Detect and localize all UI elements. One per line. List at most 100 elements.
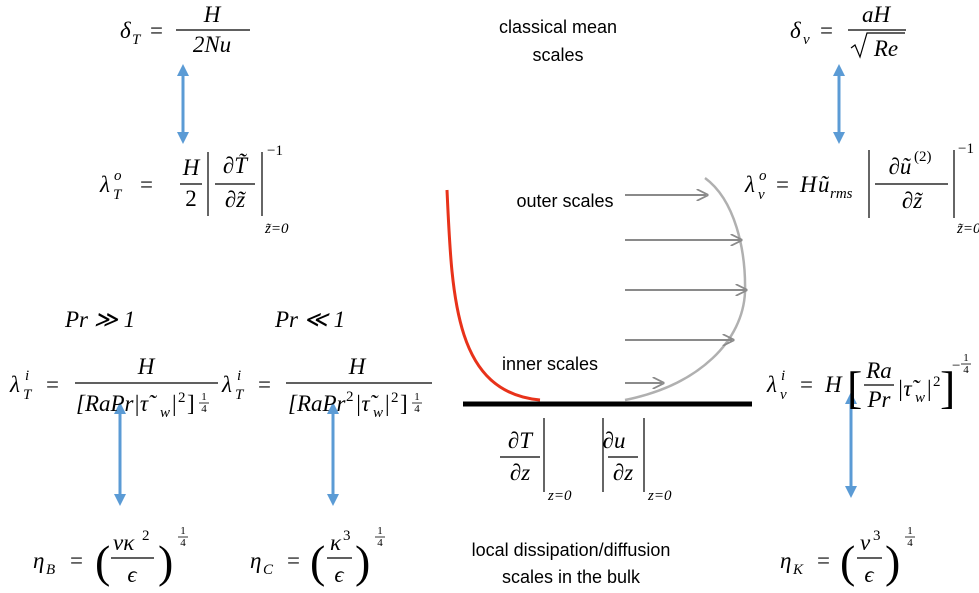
symbol: H (799, 172, 818, 197)
formula: λ o v = H ũ rms ∂ũ (2) ∂z̃ −1 z̃=0 (744, 141, 979, 237)
symbol: δ (790, 18, 801, 43)
symbol: Ra (865, 358, 892, 383)
condition: Pr ≪ 1 (274, 307, 345, 332)
symbol: λ (766, 372, 777, 397)
symbol: 2 (185, 186, 197, 211)
symbol: o (759, 168, 767, 184)
symbol: B (46, 562, 55, 578)
symbol: v (803, 32, 810, 48)
label: scales (532, 45, 583, 65)
symbol: 1 (963, 352, 969, 364)
symbol: ∂z̃ (225, 187, 247, 212)
symbol: ∂ũ (889, 154, 912, 179)
symbol: = (70, 548, 83, 573)
symbol: ) (158, 536, 173, 587)
formula: δ v = aH Re (790, 2, 906, 61)
symbol: (2) (914, 149, 932, 165)
symbol: o (114, 168, 122, 184)
symbol: ) (355, 536, 370, 587)
formula: λ o T = H 2 ∂T̃ ∂z̃ −1 z̃=0 (99, 143, 289, 237)
symbol: − (952, 358, 960, 374)
symbol: ∂z (510, 460, 530, 485)
symbol: H (824, 372, 843, 397)
symbol: ] (400, 391, 408, 416)
symbol: 4 (201, 403, 207, 415)
symbol: ] (187, 391, 195, 416)
symbol: 2Nu (193, 32, 231, 57)
symbol: H (203, 2, 222, 27)
symbol: 1 (201, 391, 207, 403)
symbol: ϵ (864, 562, 874, 587)
symbol: ∂T̃ (223, 152, 249, 178)
symbol: η (250, 548, 261, 573)
symbol: | (927, 376, 932, 401)
formula: η K = ( ν 3 ϵ ) 1 4 (780, 525, 915, 587)
symbol: 4 (414, 403, 420, 415)
symbol: 3 (343, 528, 351, 544)
symbol: z̃=0 (264, 221, 289, 237)
profiles (445, 176, 752, 407)
symbol: z=0 (647, 488, 672, 504)
symbol: 4 (963, 364, 969, 376)
symbol: = (820, 18, 833, 43)
symbol: Re (873, 36, 898, 61)
symbol: w (373, 405, 383, 421)
symbol: rms (830, 186, 853, 202)
symbol: ∂u⃗ (603, 428, 644, 453)
symbol: i (781, 368, 785, 384)
symbol: = (817, 548, 830, 573)
symbol: w (915, 390, 925, 406)
symbol: = (800, 372, 813, 397)
condition: Pr ≫ 1 (64, 307, 135, 332)
formula: η C = ( κ 3 ϵ ) 1 4 (250, 525, 385, 587)
symbol: ϵ (127, 562, 137, 587)
symbol: [RaPr (288, 391, 347, 416)
symbol: | (172, 391, 177, 416)
symbol: 2 (346, 389, 354, 405)
symbol: ϵ (334, 562, 344, 587)
symbol: Pr (867, 387, 892, 412)
symbol: 1 (377, 525, 383, 537)
symbol: 4 (907, 537, 913, 549)
symbol: 4 (180, 537, 186, 549)
formula: η B = ( νκ 2 ϵ ) 1 4 (33, 525, 188, 587)
symbol: ∂z̃ (902, 188, 924, 213)
symbol: i (237, 368, 241, 384)
symbol: −1 (267, 143, 283, 159)
symbol: T (132, 32, 142, 48)
symbol: ν (860, 530, 871, 555)
symbol: η (33, 548, 44, 573)
formula: λ i T = H [RaPr 2 |τ̃ w | 2 ] 1 4 (221, 354, 432, 421)
formula: λ i v = H [ Ra Pr |τ̃ w | 2 ] − 1 4 (766, 352, 971, 413)
symbol: 1 (414, 391, 420, 403)
label: scales in the bulk (502, 567, 641, 587)
symbol: T (235, 387, 245, 403)
symbol: = (776, 172, 789, 197)
symbol: | (385, 391, 390, 416)
symbol: i (25, 368, 29, 384)
symbol: z=0 (547, 488, 572, 504)
symbol: aH (862, 2, 892, 27)
symbol: [RaPr|τ̃ (76, 391, 158, 416)
symbol: = (258, 372, 271, 397)
symbol: = (140, 172, 153, 197)
symbol: 2 (178, 390, 186, 406)
label: classical mean (499, 17, 617, 37)
symbol: [ (847, 362, 862, 413)
symbol: ] (940, 362, 955, 413)
symbol: ∂T (508, 428, 534, 453)
symbol: 1 (180, 525, 186, 537)
symbol: z̃=0 (956, 221, 979, 237)
symbol: κ (330, 530, 342, 555)
label: local dissipation/diffusion (472, 540, 671, 560)
symbol: = (287, 548, 300, 573)
formula: ∂T ∂z z=0 (500, 418, 572, 504)
symbol: λ (9, 372, 20, 397)
symbol: −1 (958, 141, 974, 157)
symbol: = (150, 18, 163, 43)
symbol: 4 (377, 537, 383, 549)
symbol: H (182, 155, 201, 180)
symbol: ( (95, 536, 110, 587)
formula: ∂u⃗ ∂z z=0 (602, 418, 672, 504)
symbol: λ (99, 172, 110, 197)
